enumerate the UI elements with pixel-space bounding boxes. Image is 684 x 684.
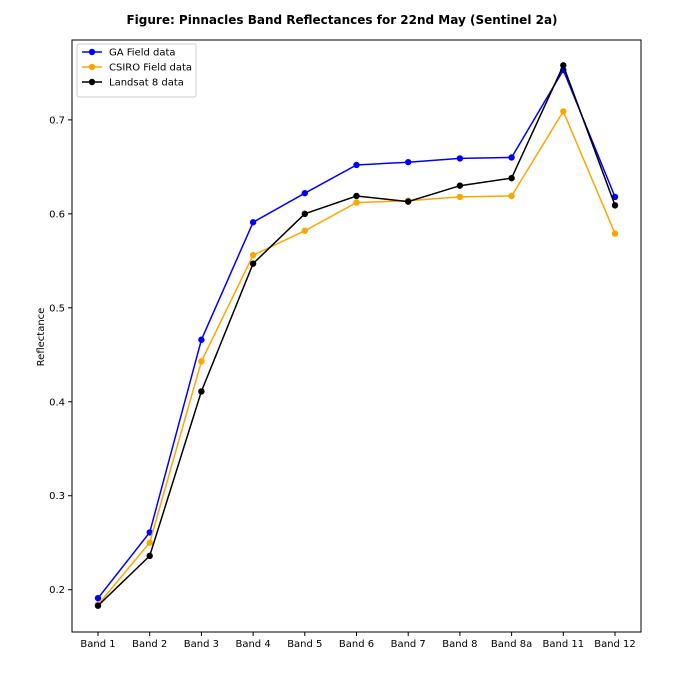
x-tick-label: Band 8a xyxy=(491,639,532,650)
data-point xyxy=(146,552,153,560)
y-tick-label: 0.2 xyxy=(49,585,65,596)
legend-label: CSIRO Field data xyxy=(109,63,192,74)
data-point xyxy=(456,155,464,162)
data-point xyxy=(94,594,102,602)
data-point xyxy=(560,108,567,115)
axes: Band 1 Band 2 Band 3 Band 4 Band 5 Band 6 Band… xyxy=(49,115,636,650)
data-point xyxy=(405,158,412,166)
data-point xyxy=(456,182,464,189)
data-point xyxy=(301,227,308,234)
data-point xyxy=(198,358,205,365)
data-point xyxy=(146,539,153,546)
y-tick-label: 0.6 xyxy=(49,209,65,220)
series-line-1 xyxy=(97,109,616,606)
series-line-2 xyxy=(97,63,616,607)
legend-label: GA Field data xyxy=(109,48,176,59)
data-point xyxy=(249,251,257,259)
series-layer xyxy=(94,62,619,609)
data-point xyxy=(560,62,567,69)
data-point xyxy=(198,336,205,343)
legend: GA Field data CSIRO Field data Landsat 8 d… xyxy=(76,43,197,98)
data-point xyxy=(198,388,205,395)
data-point xyxy=(94,602,102,609)
y-tick-label: 0.3 xyxy=(49,491,65,502)
x-tick-label: Band 6 xyxy=(339,639,374,650)
data-point xyxy=(249,219,257,226)
data-point xyxy=(611,193,619,201)
data-point xyxy=(353,199,360,206)
y-tick-label: 0.7 xyxy=(49,115,65,126)
x-tick-label: Band 8 xyxy=(442,639,477,650)
legend-swatch-marker xyxy=(88,48,96,56)
x-tick-label: Band 11 xyxy=(543,639,585,650)
data-point xyxy=(611,230,619,237)
legend-label: Landsat 8 data xyxy=(109,78,184,89)
plot-area-frame xyxy=(71,39,642,633)
x-tick-label: Band 3 xyxy=(184,639,219,650)
data-point xyxy=(456,193,464,201)
data-point xyxy=(405,198,412,205)
y-tick-label: 0.5 xyxy=(49,303,65,314)
x-tick-label: Band 2 xyxy=(132,639,167,650)
data-point xyxy=(508,154,515,161)
data-point xyxy=(508,192,515,200)
data-point xyxy=(301,189,308,197)
data-point xyxy=(249,260,257,267)
data-point xyxy=(353,161,360,169)
y-tick-label: 0.4 xyxy=(49,397,65,408)
x-tick-label: Band 12 xyxy=(594,639,636,650)
data-point xyxy=(301,210,308,218)
legend-swatch-marker xyxy=(88,78,96,86)
data-point xyxy=(508,174,515,182)
x-tick-label: Band 1 xyxy=(80,639,115,650)
chart-title: Figure: Pinnacles Band Reflectances for … xyxy=(126,13,557,27)
y-axis-label: Reflectance xyxy=(36,308,47,367)
x-tick-label: Band 7 xyxy=(391,639,426,650)
data-point xyxy=(146,529,153,536)
x-tick-label: Band 4 xyxy=(235,639,270,650)
series-line-0 xyxy=(97,68,616,599)
data-point xyxy=(611,202,619,209)
x-tick-label: Band 5 xyxy=(287,639,322,650)
data-point xyxy=(353,192,360,200)
legend-box xyxy=(76,43,197,98)
legend-swatch-marker xyxy=(88,63,96,71)
